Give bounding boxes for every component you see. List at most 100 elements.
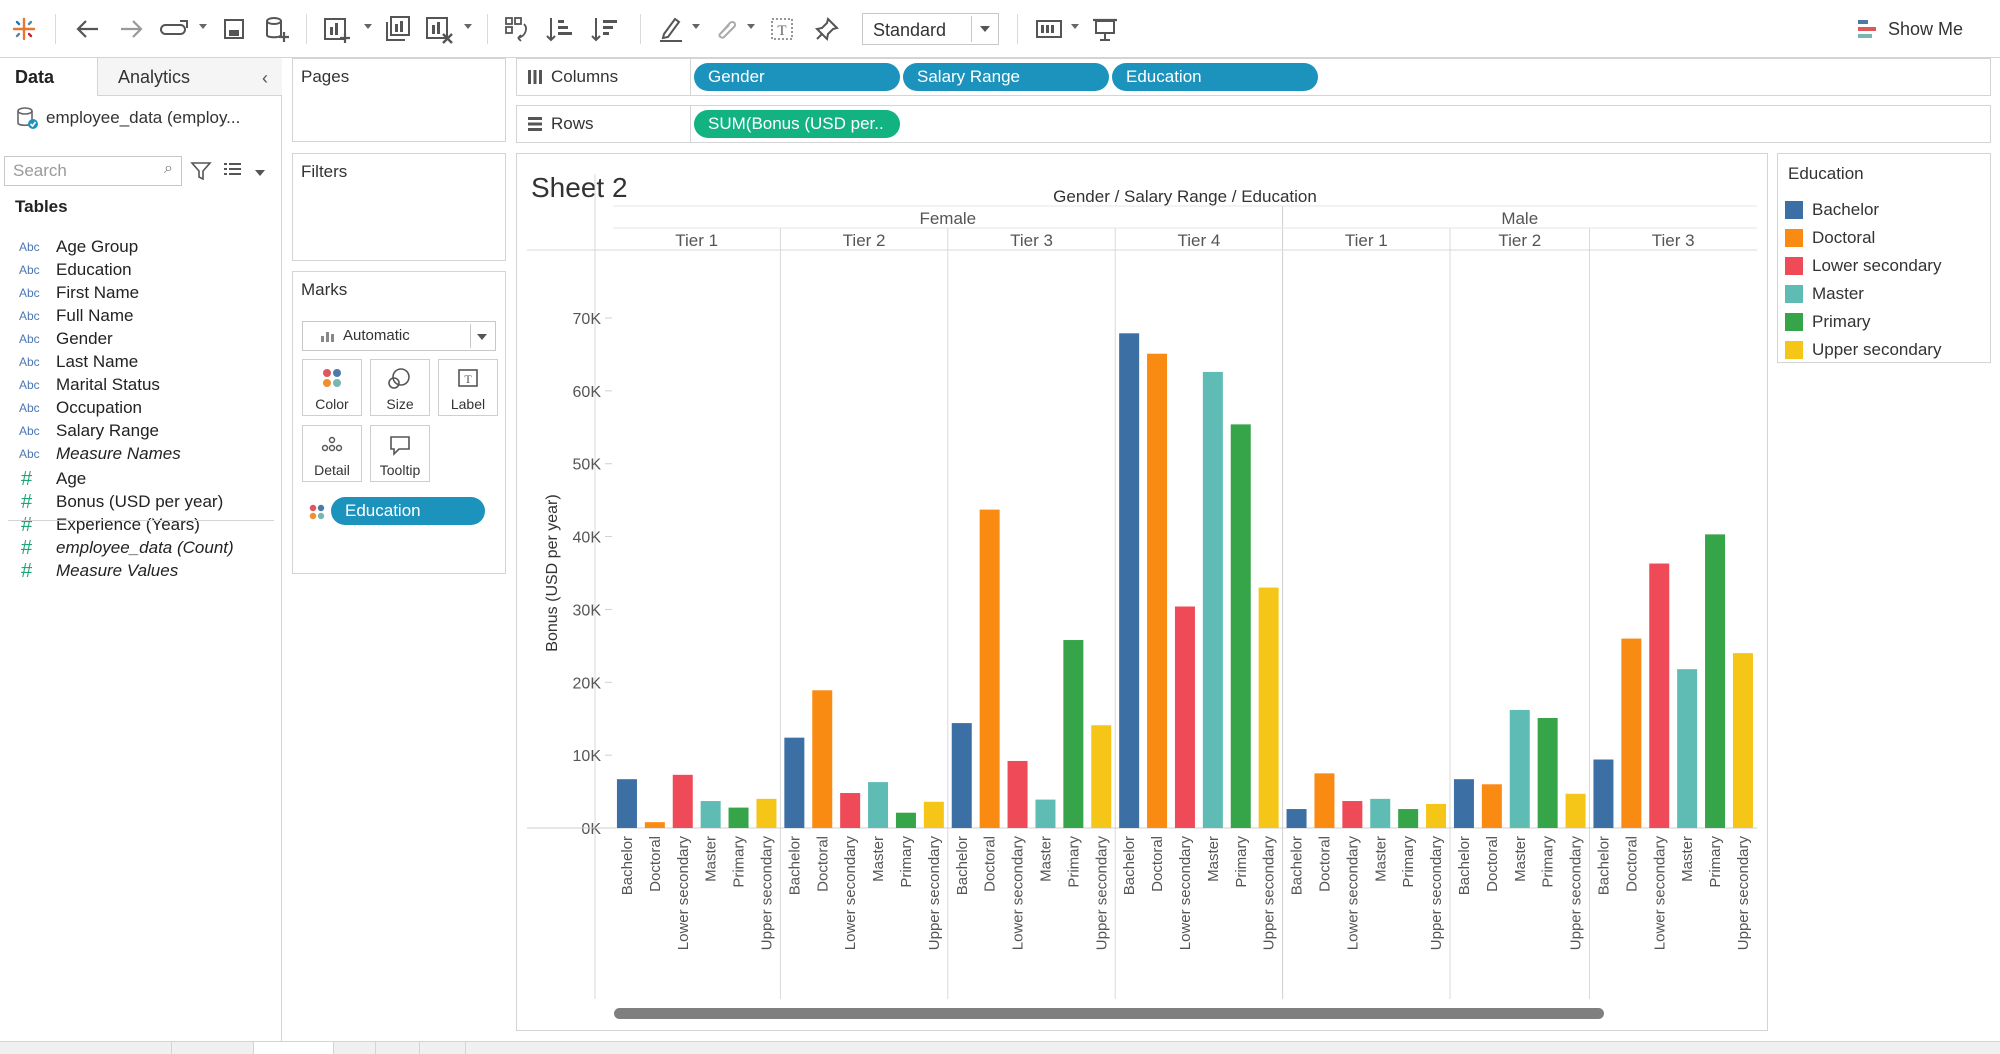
education-color-pill[interactable]: Education [331,497,485,525]
sort-descending-icon[interactable] [590,13,620,45]
field-occupation[interactable]: Abc Occupation [0,395,280,421]
legend-item-lower-secondary[interactable]: Lower secondary [1785,254,1941,278]
show-me-button[interactable]: Show Me [1858,15,1963,43]
bar[interactable] [756,798,777,828]
bar[interactable] [644,822,665,828]
field-age[interactable]: # Age [0,466,280,492]
field-first-name[interactable]: Abc First Name [0,280,280,306]
field-education[interactable]: Abc Education [0,257,280,283]
clear-sheet-caret-icon[interactable] [464,24,472,29]
legend-item-master[interactable]: Master [1785,282,1864,306]
bar[interactable] [672,774,693,828]
label-button[interactable]: T Label [438,359,498,416]
pages-shelf[interactable]: Pages [292,58,506,142]
pin-axis-icon[interactable] [813,13,841,45]
data-source-caret-icon[interactable] [199,24,207,29]
field-last-name[interactable]: Abc Last Name [0,349,280,375]
field-gender[interactable]: Abc Gender [0,326,280,352]
search-input[interactable]: Search ⌕ [4,156,182,186]
field-marital-status[interactable]: Abc Marital Status [0,372,280,398]
field-salary-range[interactable]: Abc Salary Range [0,418,280,444]
clear-sheet-icon[interactable] [424,13,454,45]
field-age-group[interactable]: Abc Age Group [0,234,280,260]
bar[interactable] [840,793,861,828]
bar[interactable] [784,737,805,828]
bar[interactable] [1481,784,1502,828]
bar[interactable] [1286,809,1307,828]
bar[interactable] [1732,653,1753,828]
bottom-tab[interactable] [376,1042,420,1054]
group-members-icon[interactable] [712,13,740,45]
rows-shelf[interactable]: Rows SUM(Bonus (USD per.. [516,105,1991,143]
new-worksheet-icon[interactable] [322,13,352,45]
color-button[interactable]: Color [302,359,362,416]
bar[interactable] [1202,371,1223,828]
education-pill[interactable]: Education [1112,63,1318,91]
bar[interactable] [728,807,749,828]
sheet-title[interactable]: Sheet 2 [531,172,628,203]
bar[interactable] [1537,717,1558,828]
datasource-item[interactable]: employee_data (employ... [15,104,275,132]
bar[interactable] [1147,353,1168,828]
sort-ascending-icon[interactable] [545,13,575,45]
legend-item-bachelor[interactable]: Bachelor [1785,198,1879,222]
bar[interactable] [812,690,833,828]
bar[interactable] [1035,799,1056,828]
bar[interactable] [1649,563,1670,828]
bottom-tab[interactable] [0,1042,172,1054]
bar[interactable] [923,801,944,828]
show-mark-labels-icon[interactable]: T [768,13,796,45]
size-button[interactable]: Size [370,359,430,416]
field-full-name[interactable]: Abc Full Name [0,303,280,329]
bar[interactable] [1509,709,1530,828]
bar[interactable] [1398,809,1419,828]
bottom-tab[interactable] [172,1042,254,1054]
bar[interactable] [1258,587,1279,828]
columns-shelf[interactable]: Columns Gender Salary Range Education [516,58,1991,96]
bar[interactable] [868,782,889,828]
undo-icon[interactable] [74,13,102,45]
tableau-logo-icon[interactable] [10,13,38,45]
bottom-tab[interactable] [334,1042,376,1054]
field-measure-values[interactable]: # Measure Values [0,558,280,584]
salary-range-pill[interactable]: Salary Range [903,63,1109,91]
horizontal-scrollbar[interactable] [614,1008,1614,1019]
bar[interactable] [616,779,637,828]
field-experience-years[interactable]: # Experience (Years) [0,512,280,538]
bar[interactable] [1119,333,1140,828]
group-caret-icon[interactable] [747,24,755,29]
bar[interactable] [1705,534,1726,828]
scrollbar-thumb[interactable] [614,1008,1604,1019]
view-list-icon[interactable] [224,162,246,183]
bar[interactable] [1091,725,1112,828]
highlight-icon[interactable] [656,13,686,45]
legend-item-primary[interactable]: Primary [1785,310,1871,334]
fit-select[interactable]: Standard [862,13,999,45]
show-cards-icon[interactable] [1034,13,1066,45]
presentation-mode-icon[interactable] [1090,13,1120,45]
legend-item-upper-secondary[interactable]: Upper secondary [1785,338,1941,362]
view-caret-icon[interactable] [255,170,265,176]
bar[interactable] [1174,606,1195,828]
bar[interactable] [1593,759,1614,828]
highlight-caret-icon[interactable] [692,24,700,29]
mark-type-select[interactable]: Automatic [302,321,496,351]
bar[interactable] [1621,638,1642,828]
bar[interactable] [1370,798,1391,828]
legend-item-doctoral[interactable]: Doctoral [1785,226,1875,250]
save-icon[interactable] [220,13,248,45]
bar[interactable] [1342,801,1363,828]
bar[interactable] [1230,424,1251,828]
field-employee-data-count[interactable]: # employee_data (Count) [0,535,280,561]
bar[interactable] [1677,669,1698,828]
duplicate-sheet-icon[interactable] [383,13,413,45]
data-source-redirect-icon[interactable] [158,13,192,45]
bar[interactable] [979,509,1000,828]
bottom-tab[interactable] [254,1042,334,1054]
filters-shelf[interactable]: Filters [292,153,506,261]
filter-icon[interactable] [190,160,212,187]
new-worksheet-caret-icon[interactable] [364,24,372,29]
collapse-pane-icon[interactable]: ‹ [262,68,268,88]
bar[interactable] [1565,793,1586,828]
bar[interactable] [1426,803,1447,828]
